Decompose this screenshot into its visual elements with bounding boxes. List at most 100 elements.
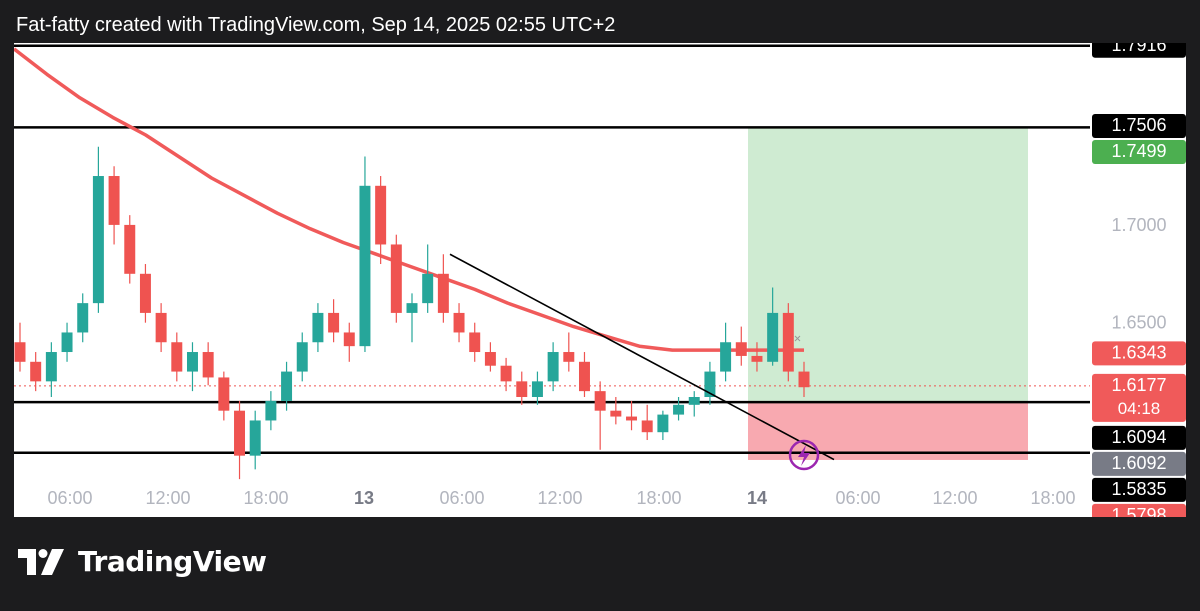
price-label-box xyxy=(1092,425,1186,450)
candle[interactable] xyxy=(249,410,261,470)
candle[interactable] xyxy=(234,400,246,480)
candle[interactable] xyxy=(406,293,418,343)
candle[interactable] xyxy=(186,342,198,392)
price-label-1.6094: 1.6094 xyxy=(1092,425,1186,450)
candle-body xyxy=(14,342,26,362)
price-label-box xyxy=(1092,451,1186,476)
candle[interactable] xyxy=(139,264,151,323)
candle-body xyxy=(626,416,638,421)
candle[interactable] xyxy=(735,326,747,366)
candle-body xyxy=(249,420,261,456)
candle[interactable] xyxy=(45,342,57,397)
candle-body xyxy=(30,361,42,382)
candle[interactable] xyxy=(500,357,512,392)
candle[interactable] xyxy=(375,176,387,265)
candle-body xyxy=(547,352,559,382)
candle[interactable] xyxy=(202,342,214,386)
candle[interactable] xyxy=(343,322,355,362)
candle[interactable] xyxy=(531,371,543,405)
candle[interactable] xyxy=(704,361,716,405)
candle[interactable] xyxy=(30,352,42,392)
candle[interactable] xyxy=(453,303,465,343)
candle-body xyxy=(531,381,543,397)
candle[interactable] xyxy=(610,397,622,425)
price-label-text: 1.6094 xyxy=(1111,427,1166,447)
lightning-circle xyxy=(788,439,820,471)
candle[interactable] xyxy=(767,287,779,366)
chart-panel[interactable]: 1.7916 1.7506 1.7499 1.6343 1.6177 04:18 1.609… xyxy=(14,43,1186,517)
candle[interactable] xyxy=(124,215,136,284)
candle-body xyxy=(406,303,418,313)
moving-average-line[interactable] xyxy=(14,47,804,352)
x-tick-label: 06:00 xyxy=(835,488,880,508)
candle[interactable] xyxy=(563,332,575,372)
candle[interactable] xyxy=(108,166,120,245)
candle-body xyxy=(139,273,151,313)
candle[interactable] xyxy=(422,244,434,313)
price-label-box xyxy=(1092,373,1186,422)
target-zone[interactable] xyxy=(748,127,1028,403)
price-label-box xyxy=(1092,139,1186,164)
candle-body xyxy=(281,371,293,401)
x-tick-label: 18:00 xyxy=(636,488,681,508)
candle[interactable] xyxy=(516,371,528,405)
price-label-text: 1.7916 xyxy=(1111,43,1166,55)
candle[interactable] xyxy=(657,410,669,441)
x-tick-label: 18:00 xyxy=(1030,488,1075,508)
candle-body xyxy=(720,342,732,372)
price-label-box xyxy=(1092,503,1186,517)
candle[interactable] xyxy=(798,361,810,397)
candle[interactable] xyxy=(469,322,481,362)
candle[interactable] xyxy=(547,342,559,392)
price-label-box xyxy=(1092,477,1186,502)
candle[interactable] xyxy=(171,332,183,382)
candle[interactable] xyxy=(312,303,324,353)
candle[interactable] xyxy=(751,342,763,372)
candle[interactable] xyxy=(77,293,89,343)
candle[interactable] xyxy=(782,303,794,382)
candle[interactable] xyxy=(578,352,590,397)
candle[interactable] xyxy=(688,391,700,417)
candle[interactable] xyxy=(390,234,402,323)
price-label-box xyxy=(1092,341,1186,366)
candle-body xyxy=(171,342,183,372)
y-tick-label: 1.7000 xyxy=(1111,215,1166,235)
candle-body xyxy=(186,352,198,372)
candle[interactable] xyxy=(281,361,293,411)
candle[interactable] xyxy=(437,254,449,323)
candle[interactable] xyxy=(484,342,496,372)
price-label-1.7506: 1.7506 xyxy=(1092,113,1186,138)
candle[interactable] xyxy=(641,404,653,441)
trendline[interactable] xyxy=(449,253,835,461)
price-label-text: 1.6343 xyxy=(1111,342,1166,362)
candle[interactable] xyxy=(328,299,340,343)
lightning-icon[interactable] xyxy=(788,439,820,471)
candle[interactable] xyxy=(61,322,73,362)
candle[interactable] xyxy=(673,397,685,421)
candle-body xyxy=(375,185,387,245)
candle[interactable] xyxy=(218,371,230,421)
price-label-text: 1.5835 xyxy=(1111,479,1166,499)
candle-body xyxy=(390,244,402,313)
candle[interactable] xyxy=(14,322,26,372)
stop-zone[interactable] xyxy=(748,402,1028,460)
candle[interactable] xyxy=(155,303,167,353)
price-label-1.6177: 1.6177 04:18 xyxy=(1092,373,1186,422)
price-label-text: 1.7499 xyxy=(1111,141,1166,161)
candle[interactable] xyxy=(296,332,308,382)
candle[interactable] xyxy=(626,400,638,431)
candle[interactable] xyxy=(594,381,606,450)
candle-body xyxy=(453,312,465,333)
price-label-text: 1.5798 xyxy=(1111,505,1166,517)
candle-body xyxy=(704,371,716,397)
candle-body xyxy=(61,332,73,353)
candle[interactable] xyxy=(359,156,371,353)
candle-body xyxy=(500,365,512,382)
price-label-1.7916: 1.7916 xyxy=(1092,43,1186,58)
candle[interactable] xyxy=(92,146,104,313)
candle[interactable] xyxy=(720,322,732,382)
price-label-1.5798: 1.5798 xyxy=(1092,503,1186,517)
price-chart[interactable]: 1.7916 1.7506 1.7499 1.6343 1.6177 04:18 1.609… xyxy=(14,43,1186,517)
candle-body xyxy=(45,352,57,382)
candle[interactable] xyxy=(265,391,277,431)
